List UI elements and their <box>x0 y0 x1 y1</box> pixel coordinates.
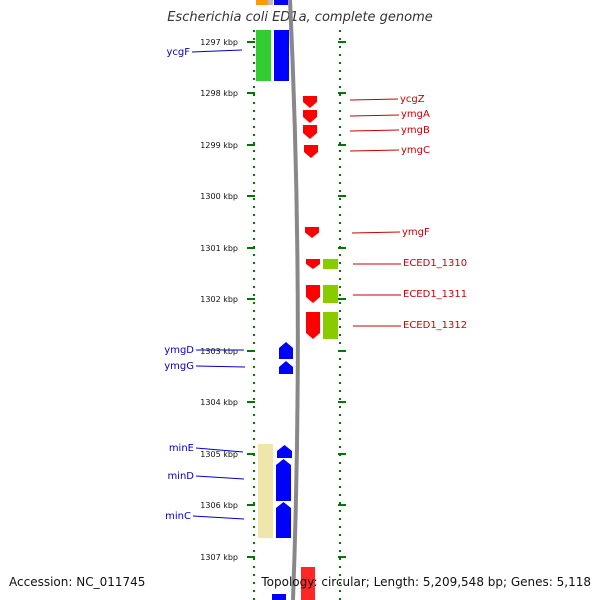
gene-label-ECED1_1310: ECED1_1310 <box>403 258 467 269</box>
gene-label-ymgA: ymgA <box>401 109 430 120</box>
scale-tick-label: 1302 kbp <box>200 295 238 304</box>
top-feature-orange <box>256 0 268 5</box>
gene-label-ymgG: ymgG <box>164 361 194 372</box>
scale-tick-label: 1301 kbp <box>200 244 238 253</box>
gene-arrow-ECED1_1312 <box>306 312 320 339</box>
label-leader-line <box>349 129 400 132</box>
gene-arrow-ycgF <box>274 30 289 81</box>
gene-arrow-ymgC <box>304 145 318 158</box>
gene-arrow-ymgF <box>305 227 319 238</box>
gene-arrow-ECED1_1311 <box>306 285 320 303</box>
label-leader-line <box>349 149 400 152</box>
top-feature-gray <box>268 0 273 5</box>
gene-arrow-ymgA <box>303 110 317 123</box>
bottom-feature-red <box>301 567 315 600</box>
gene-label-ycgZ: ycgZ <box>400 94 425 105</box>
gene-arrow-ymgG <box>279 361 293 374</box>
genome-title: Escherichia coli ED1a, complete genome <box>167 10 433 25</box>
gene-label-minC: minC <box>165 511 191 522</box>
gene-arrow-ECED1_1310 <box>306 259 320 269</box>
gene-label-ECED1_1311: ECED1_1311 <box>403 289 467 300</box>
gene-label-ymgB: ymgB <box>401 125 430 136</box>
label-leader-line <box>351 231 401 234</box>
bottom-feature-blue <box>272 594 286 600</box>
genome-backbone <box>288 0 300 600</box>
gene-label-ECED1_1312: ECED1_1312 <box>403 320 467 331</box>
scale-tick-label: 1307 kbp <box>200 553 238 562</box>
scale-tick-label: 1297 kbp <box>200 38 238 47</box>
label-leader-line <box>195 475 245 480</box>
gene-label-ycgF: ycgF <box>166 47 190 58</box>
gene-label-minE: minE <box>169 443 194 454</box>
gene-label-ymgF: ymgF <box>402 227 430 238</box>
gene-arrow-ymgD <box>279 342 293 359</box>
gene-arrow-minE <box>277 445 292 458</box>
label-leader-line <box>192 515 245 520</box>
top-feature-blue <box>274 0 288 5</box>
operon-block-lime <box>323 285 338 303</box>
scale-tick-label: 1299 kbp <box>200 141 238 150</box>
operon-block-green <box>256 30 271 81</box>
operon-block-lime <box>323 259 338 269</box>
scale-tick-label: 1306 kbp <box>200 501 238 510</box>
gene-arrow-ycgZ <box>303 96 317 108</box>
scale-tick-label: 1300 kbp <box>200 192 238 201</box>
scale-tick-label: 1304 kbp <box>200 398 238 407</box>
gene-arrow-minD <box>276 459 291 501</box>
label-leader-line <box>349 98 399 101</box>
label-leader-line <box>195 365 246 368</box>
label-leader-line <box>195 447 244 453</box>
topology-label: Topology: circular; Length: 5,209,548 bp… <box>261 575 591 589</box>
gene-arrow-ymgB <box>303 125 317 139</box>
operon-block-yellow <box>258 444 273 538</box>
gene-label-ymgD: ymgD <box>164 345 194 356</box>
label-leader-line <box>191 49 243 53</box>
label-leader-line <box>349 114 400 117</box>
accession-label: Accession: NC_011745 <box>9 575 146 589</box>
gene-arrow-minC <box>276 502 291 538</box>
scale-tick-label: 1303 kbp <box>200 347 238 356</box>
scale-tick-label: 1305 kbp <box>200 450 238 459</box>
operon-block-lime <box>323 312 338 339</box>
gene-label-ymgC: ymgC <box>401 145 430 156</box>
scale-tick-label: 1298 kbp <box>200 89 238 98</box>
gene-label-minD: minD <box>167 471 194 482</box>
